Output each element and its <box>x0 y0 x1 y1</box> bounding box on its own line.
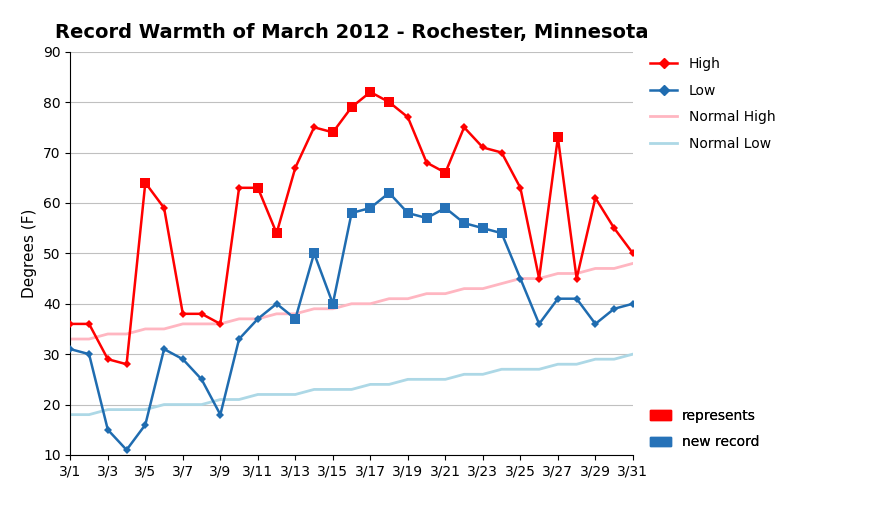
Title: Record Warmth of March 2012 - Rochester, Minnesota: Record Warmth of March 2012 - Rochester,… <box>54 23 648 42</box>
Legend: represents, new record: represents, new record <box>644 403 764 455</box>
Y-axis label: Degrees (F): Degrees (F) <box>23 209 38 298</box>
